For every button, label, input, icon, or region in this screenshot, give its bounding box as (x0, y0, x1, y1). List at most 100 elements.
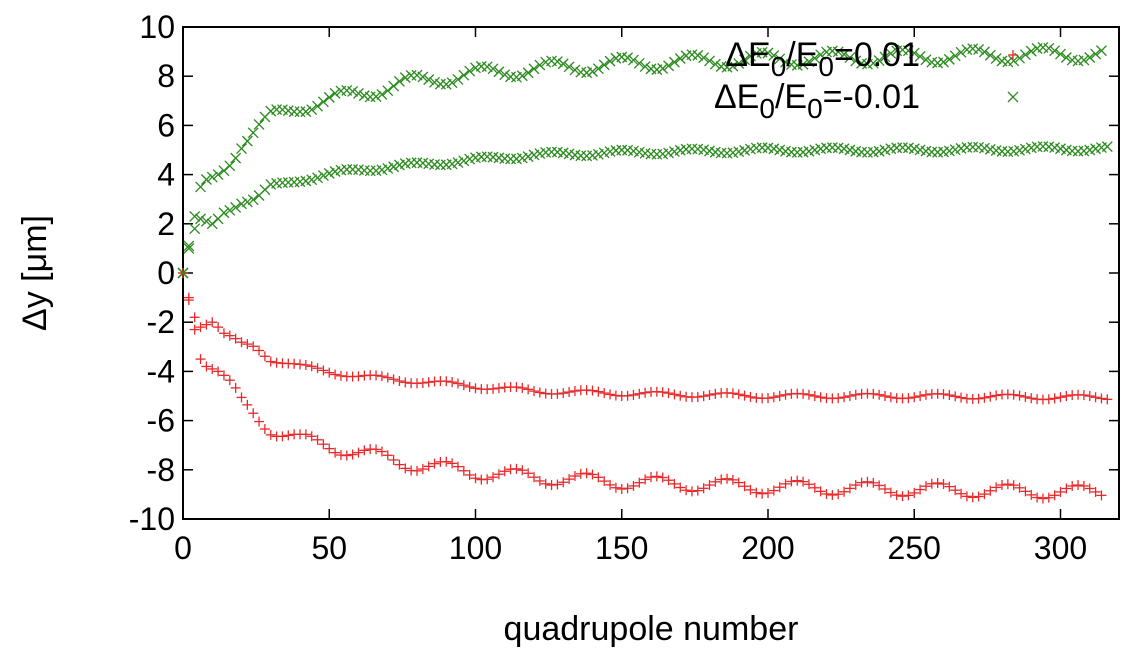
plus-marker (388, 374, 399, 385)
plus-marker (1037, 493, 1048, 504)
plus-marker (218, 328, 229, 339)
cross-marker (241, 196, 253, 208)
plus-marker (482, 474, 493, 485)
plus-marker (961, 491, 972, 502)
plus-marker (920, 481, 931, 492)
x-tick-label: 300 (1034, 530, 1087, 566)
cross-marker (434, 159, 446, 171)
cross-marker (879, 51, 891, 63)
plus-marker (1078, 390, 1089, 401)
plus-marker (540, 478, 551, 489)
cross-marker (598, 59, 610, 71)
y-tick-label: -8 (147, 452, 175, 488)
cross-marker (1078, 54, 1090, 66)
cross-marker (499, 69, 511, 81)
cross-marker (177, 267, 189, 279)
plus-marker (1090, 486, 1101, 497)
plus-marker (897, 491, 908, 502)
cross-marker (604, 55, 616, 67)
plus-marker (920, 389, 931, 400)
cross-marker (955, 46, 967, 58)
cross-marker (1060, 52, 1072, 63)
plus-marker (868, 477, 879, 488)
plus-marker (605, 389, 616, 400)
y-axis-title: Δy [μm] (16, 215, 54, 331)
plus-marker (856, 477, 867, 488)
cross-marker (218, 165, 230, 177)
cross-marker (195, 213, 207, 225)
plus-marker (634, 477, 645, 488)
cross-marker (569, 64, 581, 76)
cross-marker (739, 54, 751, 66)
cross-marker (838, 48, 850, 60)
plus-marker (844, 483, 855, 494)
plus-marker (950, 391, 961, 402)
plus-marker (973, 393, 984, 404)
plus-marker (493, 383, 504, 394)
plus-marker (201, 319, 212, 330)
plus-marker (844, 391, 855, 401)
plus-marker (207, 317, 218, 328)
plus-marker (798, 476, 809, 487)
plus-marker (458, 380, 469, 391)
plus-marker (488, 472, 499, 483)
plus-marker (347, 449, 358, 460)
plus-marker (312, 363, 323, 374)
cross-marker (803, 56, 815, 68)
plus-marker (862, 476, 873, 487)
cross-marker (341, 164, 353, 175)
x-tick-label: 0 (174, 530, 192, 566)
cross-marker (370, 91, 382, 103)
plus-marker (675, 482, 686, 493)
plus-marker (722, 473, 733, 484)
cross-marker (505, 153, 517, 165)
plus-marker (657, 472, 668, 483)
cross-marker (1025, 45, 1037, 57)
plus-marker (681, 485, 692, 496)
plus-marker (534, 475, 545, 486)
cross-marker (306, 174, 318, 186)
plus-marker (412, 465, 422, 476)
cross-marker (236, 143, 247, 155)
cross-marker (622, 52, 634, 64)
cross-marker (183, 240, 195, 252)
plus-marker (669, 478, 680, 489)
cross-marker (774, 53, 786, 65)
plus-marker (1073, 480, 1084, 491)
plus-marker (815, 392, 826, 403)
plus-marker (885, 392, 896, 403)
plus-marker (763, 393, 773, 404)
plus-marker (1078, 480, 1089, 491)
plus-marker (593, 386, 604, 397)
cross-marker (446, 77, 458, 89)
plus-marker (967, 492, 978, 503)
plus-marker (1061, 483, 1072, 494)
cross-marker (230, 152, 242, 164)
plus-marker (874, 389, 885, 400)
cross-marker (212, 169, 224, 181)
plus-marker (254, 416, 265, 427)
plus-marker (259, 351, 270, 362)
plus-marker (932, 477, 943, 488)
plus-marker (330, 447, 341, 458)
plus-marker (189, 324, 200, 335)
cross-marker (306, 104, 318, 116)
plus-marker (710, 388, 721, 399)
plus-marker (376, 446, 387, 457)
cross-marker (709, 58, 721, 70)
cross-marker (692, 49, 704, 61)
plus-marker (452, 378, 463, 389)
plus-marker (1014, 482, 1025, 493)
plus-marker (523, 384, 534, 395)
plus-marker (400, 463, 411, 474)
plus-marker (1043, 394, 1054, 405)
plus-marker (622, 483, 633, 494)
y-tick-label: 0 (157, 255, 175, 291)
plus-marker (915, 391, 926, 402)
cross-marker (195, 181, 207, 193)
cross-marker (914, 50, 926, 62)
plus-marker (675, 390, 686, 401)
plus-marker (207, 363, 218, 374)
plus-marker (265, 429, 276, 440)
